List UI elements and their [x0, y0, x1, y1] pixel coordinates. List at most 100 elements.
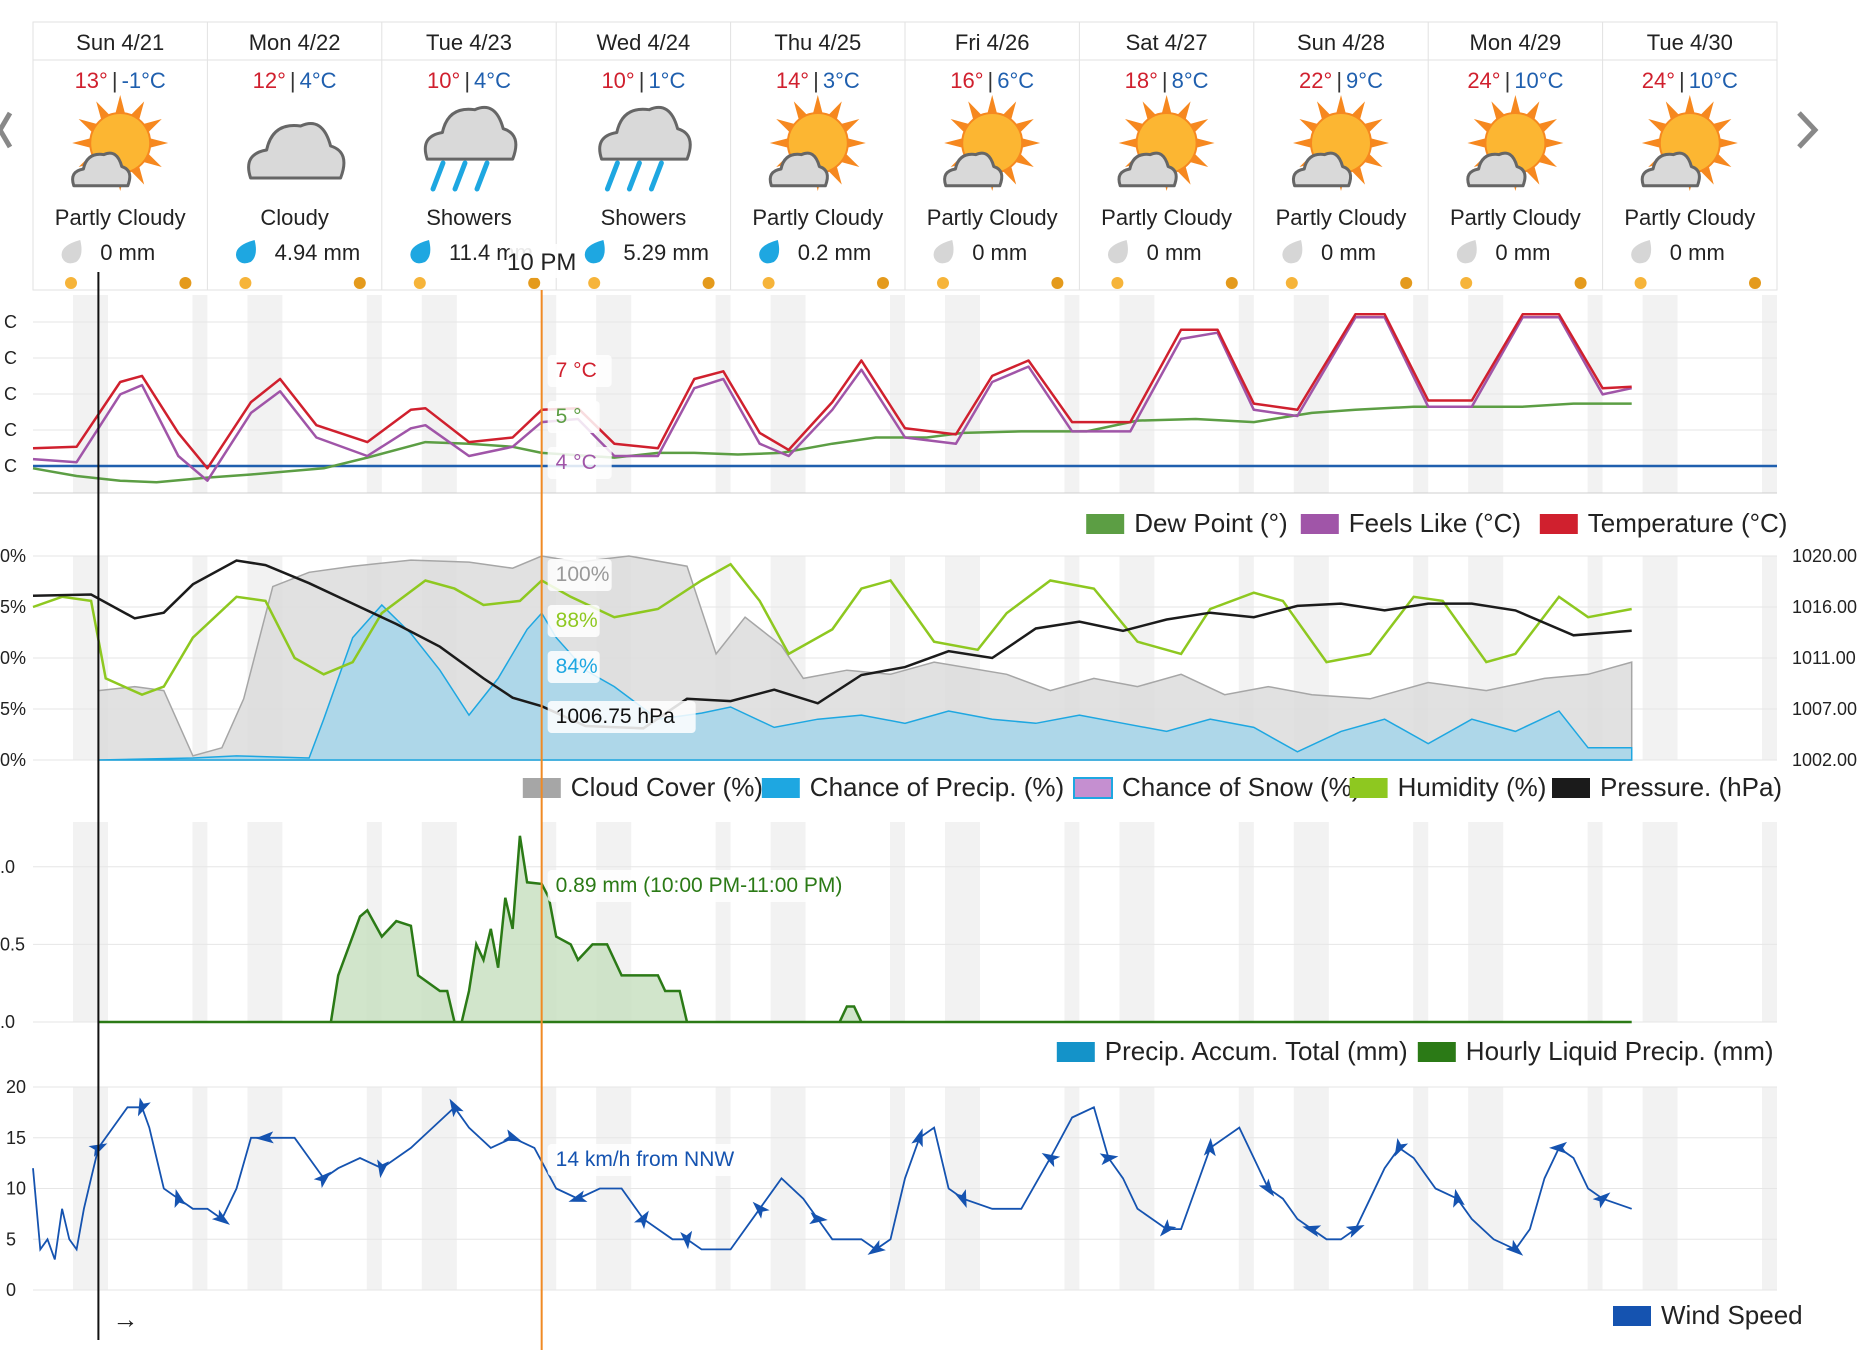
- legend-swatch: [1349, 778, 1388, 798]
- night-band: [890, 822, 905, 1022]
- high-temp: 13°: [75, 68, 108, 93]
- now-arrow: →: [112, 1304, 138, 1334]
- rain-drop-icon: [235, 240, 256, 264]
- high-temp: 10°: [427, 68, 460, 93]
- wind-direction-arrow: [1258, 1178, 1275, 1197]
- legend-label: Temperature (°C): [1588, 508, 1788, 538]
- wind-direction-arrow: [1159, 1219, 1177, 1237]
- chevron-left-icon[interactable]: [0, 111, 13, 149]
- legend-item[interactable]: Chance of Snow (%): [1073, 772, 1360, 802]
- legend-item[interactable]: Hourly Liquid Precip. (mm): [1417, 1036, 1774, 1066]
- partly-cloudy-icon: [768, 95, 866, 191]
- sunset-icon: [1225, 277, 1238, 289]
- wind-direction-arrow: [211, 1209, 230, 1225]
- showers-icon: [423, 105, 518, 192]
- sunset-icon: [877, 277, 889, 289]
- legend-item[interactable]: Dew Point (°): [1086, 508, 1288, 538]
- tooltip-dew-point-bg: [547, 401, 600, 433]
- tooltip-precip-chance: 84%: [556, 655, 598, 678]
- low-temp: 4°C: [474, 68, 511, 93]
- sunrise-icon: [1111, 277, 1124, 289]
- wind-direction-arrow: [1453, 1188, 1465, 1208]
- y2-tick-label: 1002.00: [1792, 750, 1857, 770]
- y-tick-label: C: [4, 312, 17, 332]
- low-temp: 10°C: [1689, 68, 1738, 93]
- night-band: [73, 822, 108, 1022]
- condition-label: Partly Cloudy: [1450, 205, 1581, 230]
- legend-item[interactable]: Precip. Accum. Total (mm): [1056, 1036, 1408, 1066]
- condition-label: Partly Cloudy: [1101, 205, 1232, 230]
- legend-swatch: [1613, 1306, 1651, 1326]
- high-low-temps: 22° | 9°C: [1299, 68, 1383, 93]
- low-temp: 6°C: [997, 68, 1034, 93]
- day-column: Thu 4/25 14° | 3°C Partly Cloudy 0.2 mm: [730, 22, 889, 290]
- night-band: [1587, 822, 1603, 1022]
- high-low-temps: 10° | 4°C: [427, 68, 511, 93]
- day-label: Sun 4/21: [76, 30, 164, 55]
- day-column: Wed 4/24 10° | 1°C Showers 5.29 mm: [555, 22, 715, 290]
- legend-swatch: [1300, 514, 1339, 534]
- y-tick-label: 5%: [0, 699, 26, 719]
- feels-like-line: [32, 316, 1632, 482]
- night-band: [1238, 822, 1254, 1022]
- day-column: Sat 4/27 18° | 8°C Partly Cloudy 0 mm: [1078, 22, 1238, 290]
- tooltip-temperature: 7 °C: [556, 359, 597, 382]
- temp-separator: |: [112, 68, 118, 93]
- day-label: Tue 4/23: [426, 30, 512, 55]
- precip-amount: 0 mm: [972, 240, 1027, 265]
- legend-label: Chance of Snow (%): [1122, 772, 1360, 802]
- night-band: [192, 822, 208, 1022]
- low-temp: 8°C: [1172, 68, 1209, 93]
- precip-amount: 4.94 mm: [275, 240, 361, 265]
- cloud-icon: [247, 122, 346, 180]
- wind-direction-arrow: [1203, 1137, 1216, 1157]
- wind-direction-arrow: [954, 1189, 967, 1209]
- legend-label: Precip. Accum. Total (mm): [1105, 1036, 1408, 1066]
- sunrise-icon: [413, 277, 426, 289]
- tooltip-hourly-precip: 0.89 mm (10:00 PM-11:00 PM): [556, 874, 843, 897]
- night-band: [715, 822, 731, 1022]
- small-cloud-icon: [768, 151, 829, 188]
- sunrise-icon: [65, 277, 77, 289]
- chevron-right-icon[interactable]: [1797, 111, 1819, 149]
- rain-drop-icon: [759, 240, 780, 264]
- tooltip-pressure-bg: [547, 701, 696, 733]
- wind-direction-arrow: [1505, 1239, 1524, 1256]
- legend-item[interactable]: Humidity (%): [1349, 772, 1547, 802]
- low-temp: -1°C: [122, 68, 166, 93]
- legend-label: Wind Speed: [1661, 1300, 1803, 1330]
- high-temp: 24°: [1642, 68, 1675, 93]
- legend-item[interactable]: Pressure. (hPa): [1552, 772, 1782, 802]
- legend-item[interactable]: Feels Like (°C): [1300, 508, 1521, 538]
- small-cloud-icon: [71, 151, 132, 188]
- y-tick-label: .0: [0, 1012, 15, 1032]
- tooltip-feels-like: 4 °C: [556, 451, 597, 474]
- temperature-line: [32, 312, 1632, 470]
- partly-cloudy-icon: [71, 95, 169, 191]
- night-band: [1468, 822, 1504, 1022]
- night-band: [1064, 822, 1080, 1022]
- legend-label: Cloud Cover (%): [571, 772, 763, 802]
- legend-item[interactable]: Chance of Precip. (%): [761, 772, 1064, 802]
- condition-label: Partly Cloudy: [55, 205, 186, 230]
- partly-cloudy-icon: [1291, 95, 1389, 191]
- high-low-temps: 24° | 10°C: [1467, 68, 1563, 93]
- legend-swatch: [1417, 1042, 1456, 1062]
- condition-label: Partly Cloudy: [1276, 205, 1407, 230]
- legend-item[interactable]: Temperature (°C): [1539, 508, 1788, 538]
- tooltip-temperature-bg: [547, 355, 612, 387]
- day-label: Mon 4/22: [249, 30, 341, 55]
- wind-direction-arrow: [911, 1128, 923, 1148]
- humidity-line: [32, 562, 1632, 697]
- y-tick-label: .0: [0, 857, 15, 877]
- sunset-icon: [702, 277, 715, 289]
- day-column: Mon 4/29 24° | 10°C Partly Cloudy 0 mm: [1427, 22, 1587, 290]
- sunset-icon: [179, 277, 192, 289]
- legend-item[interactable]: Cloud Cover (%): [522, 772, 763, 802]
- partly-cloudy-icon: [1640, 95, 1738, 191]
- legend-item[interactable]: Wind Speed: [1613, 1300, 1803, 1330]
- showers-icon: [598, 105, 692, 192]
- temp-separator: |: [1679, 68, 1685, 93]
